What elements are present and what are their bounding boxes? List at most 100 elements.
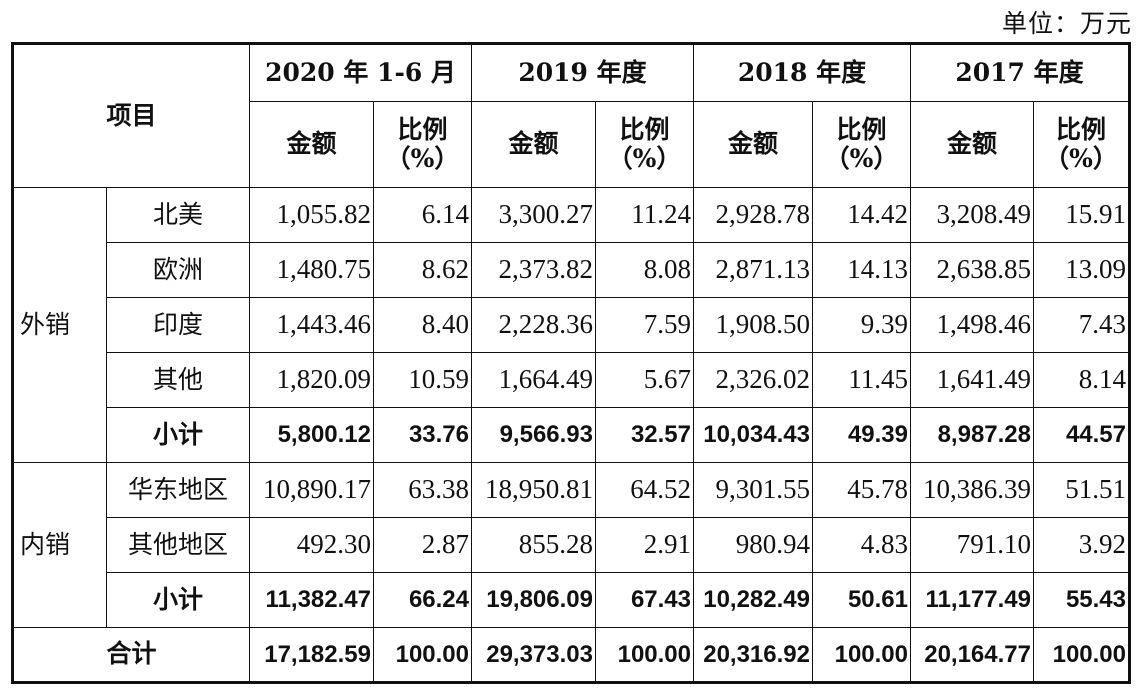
cell-value: 55.43 bbox=[1033, 572, 1131, 628]
table-row: 印度 1,443.46 8.40 2,228.36 7.59 1,908.50 … bbox=[13, 297, 1131, 353]
cell-value: 66.24 bbox=[373, 572, 472, 628]
header-ratio: 比例 （%） bbox=[812, 101, 911, 188]
table-row: 其他 1,820.09 10.59 1,664.49 5.67 2,326.02… bbox=[13, 352, 1131, 408]
cell-value: 100.00 bbox=[812, 627, 911, 684]
header-item: 项目 bbox=[11, 42, 250, 188]
cell-value: 7.43 bbox=[1033, 297, 1131, 353]
cell-value: 2,871.13 bbox=[693, 242, 813, 298]
row-label: 欧洲 bbox=[106, 242, 250, 298]
cell-value: 2.91 bbox=[595, 517, 694, 573]
cell-value: 19,806.09 bbox=[471, 572, 596, 628]
cell-value: 50.61 bbox=[812, 572, 911, 628]
cell-value: 10,386.39 bbox=[910, 462, 1034, 518]
cell-value: 8.62 bbox=[373, 242, 472, 298]
row-label: 小计 bbox=[106, 407, 250, 463]
cell-value: 1,055.82 bbox=[249, 187, 374, 243]
header-amount: 金额 bbox=[910, 101, 1034, 188]
cell-value: 100.00 bbox=[373, 627, 472, 684]
header-period-2018: 2018 年度 bbox=[693, 42, 911, 102]
header-ratio: 比例 （%） bbox=[595, 101, 694, 188]
cell-value: 17,182.59 bbox=[249, 627, 374, 684]
cell-value: 44.57 bbox=[1033, 407, 1131, 463]
cell-value: 33.76 bbox=[373, 407, 472, 463]
cell-value: 32.57 bbox=[595, 407, 694, 463]
sales-by-region-table: 项目 2020 年 1-6 月 2019 年度 2018 年度 2017 年度 … bbox=[11, 42, 1131, 684]
cell-value: 11,382.47 bbox=[249, 572, 374, 628]
cell-value: 9,301.55 bbox=[693, 462, 813, 518]
cell-value: 2,638.85 bbox=[910, 242, 1034, 298]
cell-value: 6.14 bbox=[373, 187, 472, 243]
cell-value: 9.39 bbox=[812, 297, 911, 353]
cell-value: 11.24 bbox=[595, 187, 694, 243]
cell-value: 5.67 bbox=[595, 352, 694, 408]
cell-value: 45.78 bbox=[812, 462, 911, 518]
cell-value: 2,928.78 bbox=[693, 187, 813, 243]
table-row: 外销 北美 1,055.82 6.14 3,300.27 11.24 2,928… bbox=[11, 187, 1131, 463]
cell-value: 11.45 bbox=[812, 352, 911, 408]
cell-value: 855.28 bbox=[471, 517, 596, 573]
row-label: 北美 bbox=[106, 187, 250, 243]
cell-value: 8.14 bbox=[1033, 352, 1131, 408]
cell-value: 8.40 bbox=[373, 297, 472, 353]
table-row: 欧洲 1,480.75 8.62 2,373.82 8.08 2,871.13 … bbox=[13, 242, 1131, 298]
cell-value: 20,316.92 bbox=[693, 627, 813, 684]
cell-value: 8,987.28 bbox=[910, 407, 1034, 463]
row-label: 印度 bbox=[106, 297, 250, 353]
cell-value: 63.38 bbox=[373, 462, 472, 518]
row-label: 小计 bbox=[106, 572, 250, 628]
header-period-2017: 2017 年度 bbox=[910, 42, 1131, 102]
cell-value: 2,326.02 bbox=[693, 352, 813, 408]
cell-value: 64.52 bbox=[595, 462, 694, 518]
cell-value: 1,480.75 bbox=[249, 242, 374, 298]
cell-value: 10,890.17 bbox=[249, 462, 374, 518]
header-period-2020h1: 2020 年 1-6 月 bbox=[249, 42, 472, 102]
header-amount: 金额 bbox=[693, 101, 813, 188]
cell-value: 1,820.09 bbox=[249, 352, 374, 408]
cell-value: 492.30 bbox=[249, 517, 374, 573]
cell-value: 20,164.77 bbox=[910, 627, 1034, 684]
subtotal-row: 小计 5,800.12 33.76 9,566.93 32.57 10,034.… bbox=[13, 407, 1131, 463]
cell-value: 67.43 bbox=[595, 572, 694, 628]
header-amount: 金额 bbox=[249, 101, 374, 188]
cell-value: 2,373.82 bbox=[471, 242, 596, 298]
header-period-2019: 2019 年度 bbox=[471, 42, 694, 102]
cell-value: 1,443.46 bbox=[249, 297, 374, 353]
row-label: 华东地区 bbox=[106, 462, 250, 518]
cell-value: 3,208.49 bbox=[910, 187, 1034, 243]
cell-value: 100.00 bbox=[595, 627, 694, 684]
cell-value: 14.42 bbox=[812, 187, 911, 243]
cell-value: 14.13 bbox=[812, 242, 911, 298]
cell-value: 13.09 bbox=[1033, 242, 1131, 298]
row-label: 其他地区 bbox=[106, 517, 250, 573]
cell-value: 7.59 bbox=[595, 297, 694, 353]
category-domestic: 内销 bbox=[11, 462, 107, 628]
cell-value: 10,282.49 bbox=[693, 572, 813, 628]
total-label: 合计 bbox=[11, 627, 250, 684]
cell-value: 49.39 bbox=[812, 407, 911, 463]
cell-value: 8.08 bbox=[595, 242, 694, 298]
row-label: 其他 bbox=[106, 352, 250, 408]
cell-value: 4.83 bbox=[812, 517, 911, 573]
cell-value: 3,300.27 bbox=[471, 187, 596, 243]
category-export: 外销 bbox=[11, 187, 107, 463]
header-ratio: 比例 （%） bbox=[1033, 101, 1131, 188]
cell-value: 51.51 bbox=[1033, 462, 1131, 518]
cell-value: 980.94 bbox=[693, 517, 813, 573]
cell-value: 2,228.36 bbox=[471, 297, 596, 353]
cell-value: 2.87 bbox=[373, 517, 472, 573]
cell-value: 18,950.81 bbox=[471, 462, 596, 518]
cell-value: 10,034.43 bbox=[693, 407, 813, 463]
cell-value: 1,498.46 bbox=[910, 297, 1034, 353]
cell-value: 1,908.50 bbox=[693, 297, 813, 353]
cell-value: 100.00 bbox=[1033, 627, 1131, 684]
table-row: 其他地区 492.30 2.87 855.28 2.91 980.94 4.83… bbox=[13, 517, 1131, 573]
cell-value: 29,373.03 bbox=[471, 627, 596, 684]
cell-value: 3.92 bbox=[1033, 517, 1131, 573]
cell-value: 15.91 bbox=[1033, 187, 1131, 243]
cell-value: 791.10 bbox=[910, 517, 1034, 573]
unit-label: 单位：万元 bbox=[1001, 9, 1132, 38]
table-row: 内销 华东地区 10,890.17 63.38 18,950.81 64.52 … bbox=[11, 462, 1131, 628]
header-ratio: 比例 （%） bbox=[373, 101, 472, 188]
cell-value: 9,566.93 bbox=[471, 407, 596, 463]
cell-value: 1,664.49 bbox=[471, 352, 596, 408]
